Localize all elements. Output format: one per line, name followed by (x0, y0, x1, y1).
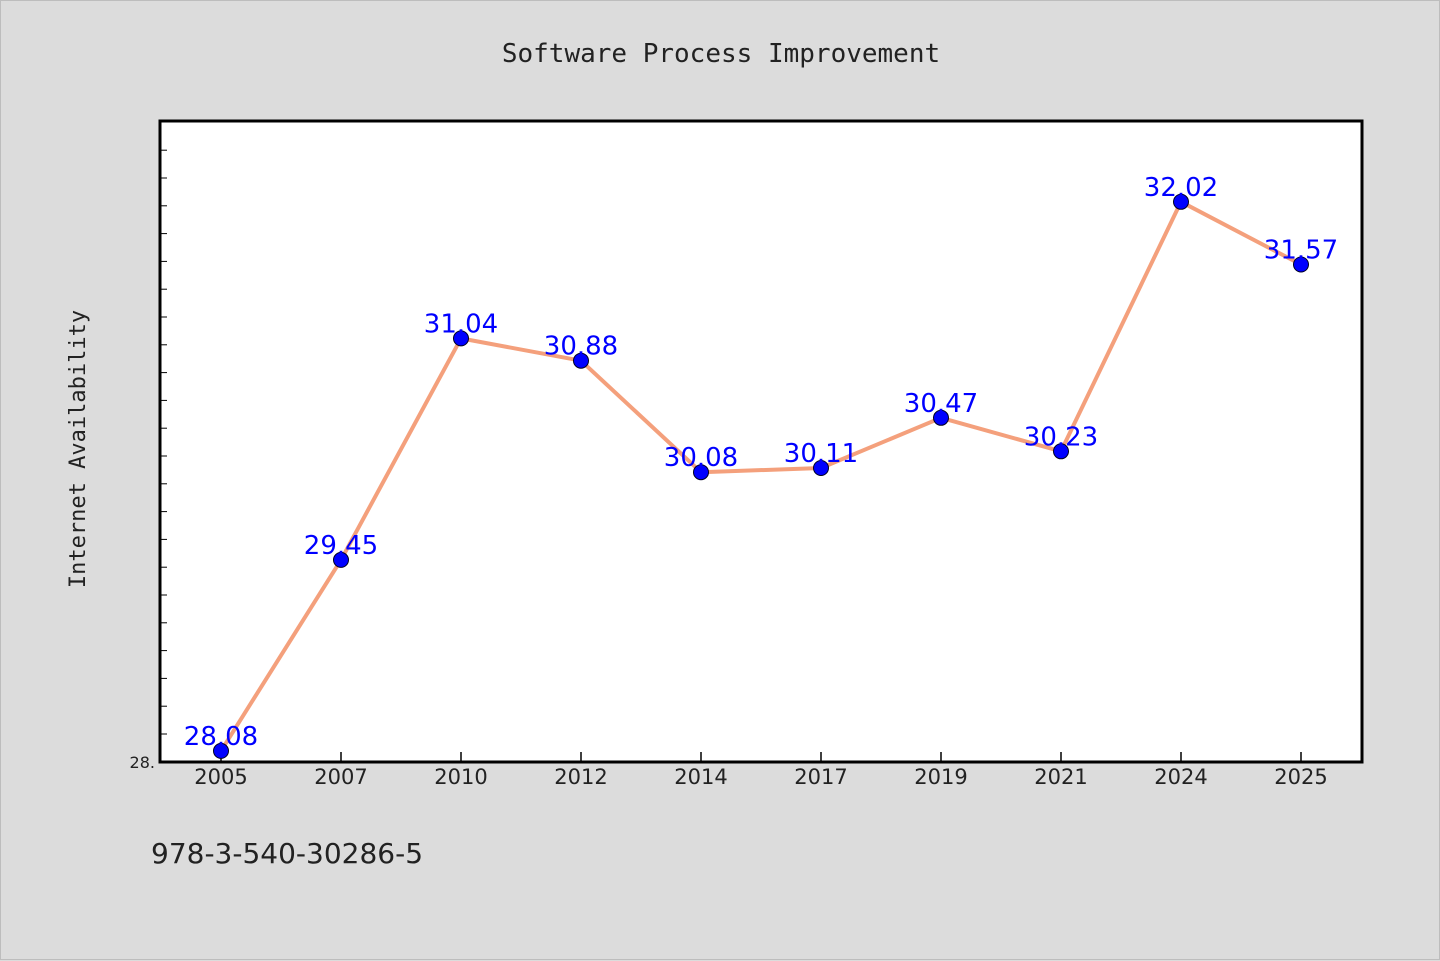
data-label: 32.02 (1144, 173, 1218, 203)
data-label: 28.08 (184, 722, 258, 752)
data-label: 30.23 (1024, 422, 1098, 452)
data-point (1293, 256, 1309, 273)
y-axis-label: Internet Availability (66, 310, 91, 588)
data-point-markers (213, 193, 1309, 759)
data-point (813, 460, 829, 476)
x-tick-label: 2025 (1274, 765, 1327, 789)
x-axis-tick-labels: 2005 2007 2010 2012 2014 2017 2019 2021 2024 2025 (194, 765, 1327, 789)
x-tick-label: 2021 (1034, 765, 1087, 789)
data-label: 29.45 (304, 531, 378, 561)
data-label: 30.08 (664, 443, 738, 473)
data-labels: 28.08 29.45 31.04 30.88 30.08 30.11 30.47 30.23… (184, 173, 1338, 752)
x-tick-label: 2017 (794, 765, 847, 789)
x-tick-label: 2007 (314, 765, 367, 789)
data-label: 31.57 (1264, 236, 1338, 266)
y-tick-label: 28. (130, 753, 155, 772)
data-label: 30.47 (904, 389, 978, 419)
data-label: 30.11 (784, 439, 858, 469)
data-point (573, 352, 589, 369)
chart-title: Software Process Improvement (502, 39, 940, 69)
data-point (693, 464, 709, 481)
series-line (219, 199, 1302, 752)
x-tick-label: 2005 (194, 765, 247, 789)
data-point (1173, 193, 1189, 210)
data-point (453, 330, 469, 347)
data-point (213, 742, 229, 759)
plot-area (158, 119, 1364, 764)
y-axis-ticks (160, 149, 167, 735)
x-tick-label: 2012 (554, 765, 607, 789)
x-tick-label: 2014 (674, 765, 727, 789)
series-line-group (219, 199, 1302, 752)
data-point (333, 551, 349, 568)
data-point (1053, 443, 1069, 460)
data-label: 31.04 (424, 309, 498, 339)
x-tick-label: 2010 (434, 765, 487, 789)
data-label: 30.88 (544, 332, 618, 362)
x-tick-label: 2019 (914, 765, 967, 789)
footer-identifier: 978-3-540-30286-5 (151, 837, 423, 870)
data-point (933, 409, 949, 426)
x-tick-label: 2024 (1154, 765, 1207, 789)
